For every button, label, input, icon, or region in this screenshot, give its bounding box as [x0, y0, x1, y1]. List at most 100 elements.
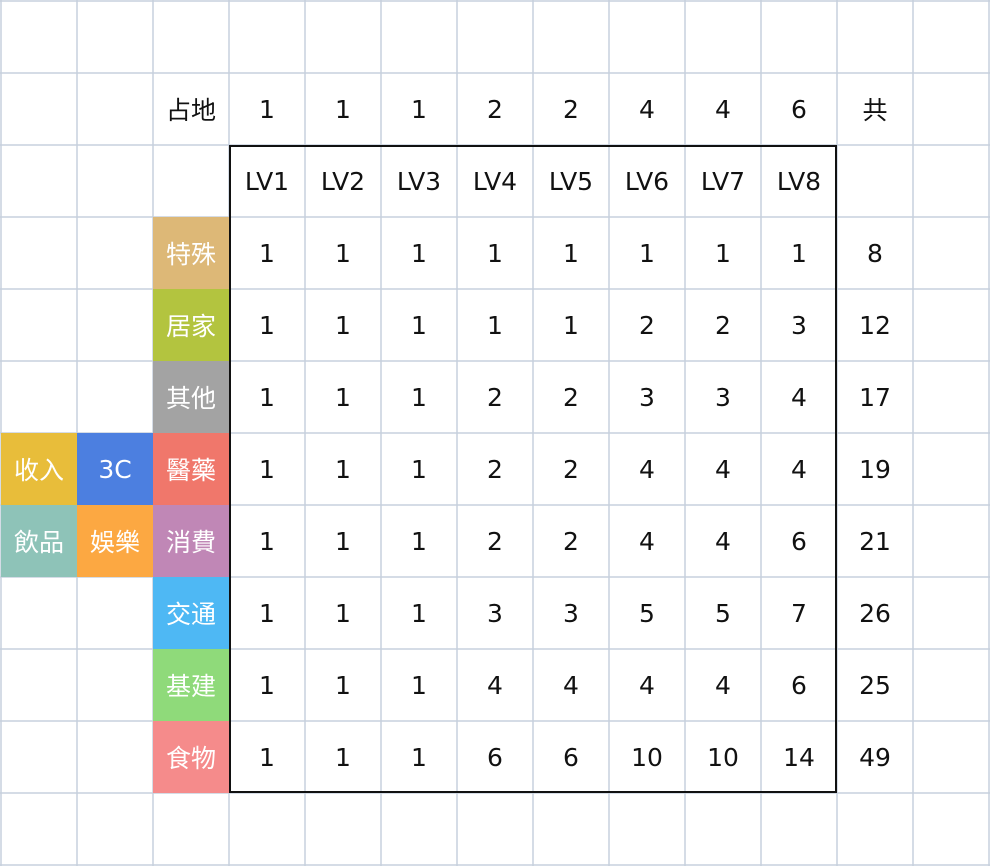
table-cell: 1 [259, 670, 275, 700]
row-total: 17 [859, 382, 891, 412]
level-header: LV4 [472, 166, 518, 196]
table-cell: 1 [411, 742, 427, 772]
category-label: 特殊 [153, 217, 229, 289]
table-cell: 3 [563, 598, 579, 628]
table-cell: 2 [487, 526, 503, 556]
table-cell: 3 [715, 382, 731, 412]
category-label: 基建 [153, 649, 229, 721]
table-cell: 4 [791, 382, 807, 412]
area-value: 6 [791, 94, 807, 124]
table-cell: 3 [639, 382, 655, 412]
table-cell: 1 [411, 526, 427, 556]
area-value: 4 [639, 94, 655, 124]
table-cell: 1 [411, 454, 427, 484]
table-cell: 1 [791, 238, 807, 268]
table-cell: 1 [715, 238, 731, 268]
table-cell: 14 [783, 742, 815, 772]
table-cell: 3 [791, 310, 807, 340]
table-cell: 2 [563, 526, 579, 556]
row-total: 8 [867, 238, 883, 268]
table-cell: 10 [631, 742, 663, 772]
table-cell: 1 [487, 238, 503, 268]
table-cell: 4 [715, 454, 731, 484]
table-cell: 1 [639, 238, 655, 268]
table-cell: 1 [259, 742, 275, 772]
row-total: 25 [859, 670, 891, 700]
table-cell: 3 [487, 598, 503, 628]
table-cell: 4 [715, 670, 731, 700]
side-tag: 飲品 [1, 505, 77, 577]
level-header: LV1 [244, 166, 290, 196]
table-cell: 5 [639, 598, 655, 628]
area-value: 1 [259, 94, 275, 124]
table-cell: 1 [563, 238, 579, 268]
table-cell: 4 [715, 526, 731, 556]
area-value: 1 [335, 94, 351, 124]
table-cell: 2 [487, 454, 503, 484]
area-label: 占地 [165, 96, 216, 125]
side-tag: 收入 [1, 433, 77, 505]
table-cell: 7 [791, 598, 807, 628]
table-cell: 1 [259, 310, 275, 340]
total-label: 共 [862, 96, 888, 125]
table-cell: 2 [639, 310, 655, 340]
level-header: LV8 [776, 166, 822, 196]
row-total: 19 [859, 454, 891, 484]
row-total: 26 [859, 598, 891, 628]
table-cell: 1 [335, 454, 351, 484]
table-cell: 4 [563, 670, 579, 700]
category-label: 消費 [153, 505, 229, 577]
table-cell: 1 [487, 310, 503, 340]
table-cell: 1 [335, 670, 351, 700]
table-cell: 2 [487, 382, 503, 412]
side-tag: 娛樂 [77, 505, 153, 577]
table-cell: 1 [259, 598, 275, 628]
table-cell: 1 [411, 598, 427, 628]
row-total: 12 [859, 310, 891, 340]
row-total: 49 [859, 742, 891, 772]
category-label: 交通 [153, 577, 229, 649]
table-cell: 1 [563, 310, 579, 340]
table-cell: 1 [335, 526, 351, 556]
table-cell: 1 [259, 454, 275, 484]
table-cell: 6 [563, 742, 579, 772]
table-cell: 4 [639, 454, 655, 484]
table-cell: 10 [707, 742, 739, 772]
table-cell: 1 [259, 382, 275, 412]
table-cell: 6 [791, 670, 807, 700]
table-cell: 1 [335, 382, 351, 412]
table-cell: 1 [411, 310, 427, 340]
area-value: 4 [715, 94, 731, 124]
table-cell: 1 [335, 742, 351, 772]
area-value: 1 [411, 94, 427, 124]
table-cell: 1 [259, 238, 275, 268]
table-cell: 2 [563, 454, 579, 484]
table-cell: 5 [715, 598, 731, 628]
table-cell: 1 [335, 238, 351, 268]
table-cell: 2 [715, 310, 731, 340]
table-cell: 2 [563, 382, 579, 412]
table-cell: 4 [639, 670, 655, 700]
level-header: LV7 [700, 166, 746, 196]
table-cell: 1 [335, 310, 351, 340]
table-cell: 1 [259, 526, 275, 556]
category-label: 居家 [153, 289, 229, 361]
side-tag: 3C [77, 433, 153, 505]
category-label: 食物 [153, 721, 229, 793]
category-label: 醫藥 [153, 433, 229, 505]
category-label: 其他 [153, 361, 229, 433]
level-header: LV6 [624, 166, 670, 196]
level-header: LV3 [396, 166, 442, 196]
table-cell: 4 [791, 454, 807, 484]
table-cell: 1 [411, 238, 427, 268]
row-total: 21 [859, 526, 891, 556]
area-value: 2 [487, 94, 503, 124]
table-cell: 6 [487, 742, 503, 772]
table-cell: 1 [335, 598, 351, 628]
table-cell: 4 [487, 670, 503, 700]
table-cell: 1 [411, 382, 427, 412]
table-cell: 4 [639, 526, 655, 556]
level-header: LV5 [548, 166, 594, 196]
level-header: LV2 [320, 166, 366, 196]
